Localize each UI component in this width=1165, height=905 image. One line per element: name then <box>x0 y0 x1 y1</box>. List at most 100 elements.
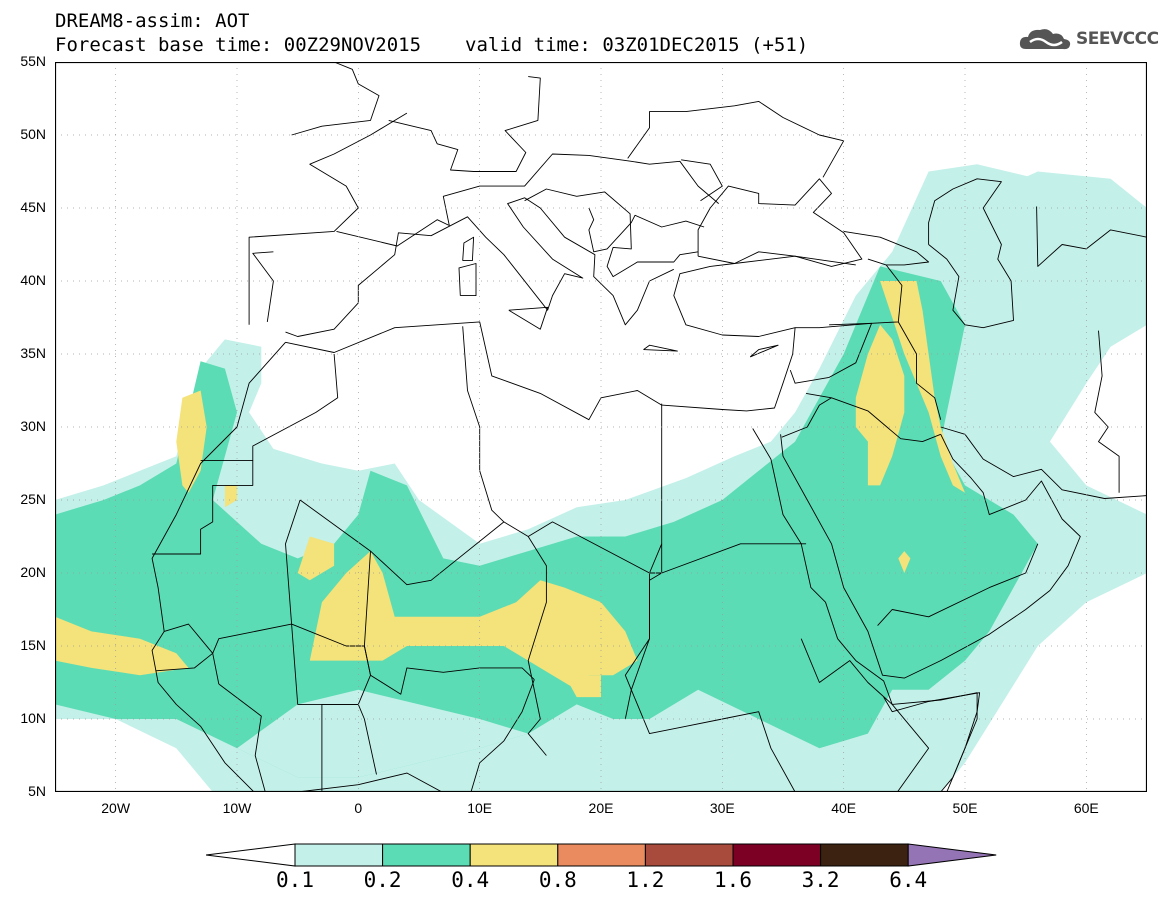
colorbar-tick-label: 0.4 <box>451 868 490 892</box>
coast-arabia <box>780 434 1081 679</box>
colorbar-tick-label: 3.2 <box>801 868 840 892</box>
lon-tick-label: 20E <box>588 800 614 816</box>
coast-iberia-med <box>285 197 674 337</box>
lat-tick-label: 30N <box>20 418 46 434</box>
cloud-icon <box>1019 29 1071 50</box>
border-chad <box>527 536 547 756</box>
border-guinea-ivory <box>218 683 266 792</box>
lat-tick-label: 15N <box>20 637 46 653</box>
border-iran-east <box>1094 330 1120 493</box>
aot-0.4-region-saudi <box>898 551 911 573</box>
border-kazakh-uzbek <box>1036 206 1147 267</box>
border-balkans <box>524 188 699 278</box>
border-europe-a <box>336 153 719 247</box>
island-crete <box>643 344 678 352</box>
island-corsica <box>462 236 475 262</box>
colorbar-bin <box>820 843 909 867</box>
colorbar-tick-label: 0.8 <box>538 868 577 892</box>
aot-0.4-region-mauritania <box>224 485 237 508</box>
seevccc-logo: SEEVCCC <box>1018 24 1159 54</box>
logo-text: SEEVCCC <box>1076 29 1159 49</box>
border-mauritania-mali <box>212 499 301 685</box>
border-saudi-iraq <box>806 392 941 443</box>
border-morocco-algeria <box>200 353 339 462</box>
border-europe-c <box>388 76 541 172</box>
colorbar-tick-label: 1.6 <box>714 868 752 892</box>
coast-persian-gulf-iran <box>940 426 1147 499</box>
colorbar-under-arrow <box>206 843 296 867</box>
border-algeria-mali <box>299 499 650 720</box>
lon-tick-label: 10W <box>222 800 252 816</box>
aot-0.4-region-syria <box>855 324 905 486</box>
border-caucasus <box>843 230 930 266</box>
lat-tick-label: 35N <box>20 345 46 361</box>
border-ethiopia <box>795 638 930 792</box>
valid-time: valid time: 03Z01DEC2015 (+51) <box>465 34 809 56</box>
graticule <box>55 62 1147 792</box>
border-europe-b <box>252 251 274 322</box>
border-sudan <box>630 543 796 792</box>
coast-caspian <box>928 178 1014 329</box>
border-senegal-gambia <box>155 623 214 672</box>
colorbar-tick-label: 6.4 <box>889 868 928 892</box>
colorbar-bin <box>294 843 384 867</box>
coast-britain <box>291 62 380 136</box>
map-canvas <box>55 62 1147 792</box>
coast-black-sea <box>697 178 863 267</box>
colorbar-bin <box>469 843 559 867</box>
aot-0.4-region-sahel <box>309 551 638 690</box>
coast-mediterranean-africa <box>285 255 856 421</box>
lon-tick-label: 30E <box>709 800 735 816</box>
border-algeria-libya <box>462 326 505 523</box>
colorbar-tick-label: 1.2 <box>626 868 665 892</box>
coastlines-borders <box>151 62 1147 792</box>
lon-tick-label: 40E <box>831 800 857 816</box>
border-balkans-b <box>588 207 705 253</box>
lat-tick-label: 5N <box>28 783 46 799</box>
map-border <box>55 62 1147 792</box>
aot-0.4-region-chad <box>564 675 601 698</box>
lon-tick-label: 20W <box>101 800 131 816</box>
aot-0.2-region-west-africa <box>55 266 1038 778</box>
border-western-sahara <box>152 460 254 555</box>
lat-tick-label: 50N <box>20 126 46 142</box>
colorbar-bin <box>644 843 734 867</box>
colorbar <box>206 843 997 867</box>
colorbar-tick-label: 0.2 <box>363 868 402 892</box>
aot-shading <box>55 164 1147 792</box>
lon-tick-label: 10E <box>467 800 493 816</box>
base-time: Forecast base time: 00Z29NOV2015 <box>55 34 422 56</box>
border-nigeria-cameroon <box>470 679 535 792</box>
border-turkey-south <box>795 264 903 329</box>
coast-west-africa <box>151 342 443 792</box>
lat-tick-label: 25N <box>20 491 46 507</box>
coast-europe-south <box>248 112 408 325</box>
aot-0.4-region-mali <box>297 536 335 581</box>
colorbar-over-arrow <box>907 843 997 867</box>
map-title: DREAM8-assim: AOT <box>55 10 250 32</box>
aot-0.1-gap-guinea <box>237 689 529 778</box>
map-panel <box>55 62 1147 792</box>
island-cyprus <box>749 344 779 358</box>
border-saudi-jordan <box>781 397 832 438</box>
coast-somalia <box>883 692 981 792</box>
lat-tick-label: 40N <box>20 272 46 288</box>
lat-tick-label: 20N <box>20 564 46 580</box>
lat-tick-label: 45N <box>20 199 46 215</box>
border-iran-iraq <box>897 321 942 420</box>
island-sardinia <box>458 263 477 297</box>
colorbar-bin <box>382 843 471 867</box>
border-saudi-yemen <box>877 543 1039 626</box>
lon-tick-label: 0 <box>354 800 363 816</box>
lon-tick-label: 60E <box>1073 800 1099 816</box>
forecast-times: Forecast base time: 00Z29NOV2015 valid ti… <box>55 34 808 56</box>
colorbar-tick-label: 0.1 <box>276 868 314 892</box>
island-sicily <box>508 306 549 330</box>
colorbar-bin <box>557 843 646 867</box>
border-moldova <box>681 159 723 202</box>
lat-tick-label: 55N <box>20 53 46 69</box>
border-ukraine <box>627 100 845 178</box>
colorbar-bin <box>732 843 822 867</box>
lat-tick-label: 10N <box>20 710 46 726</box>
lon-tick-label: 50E <box>952 800 978 816</box>
